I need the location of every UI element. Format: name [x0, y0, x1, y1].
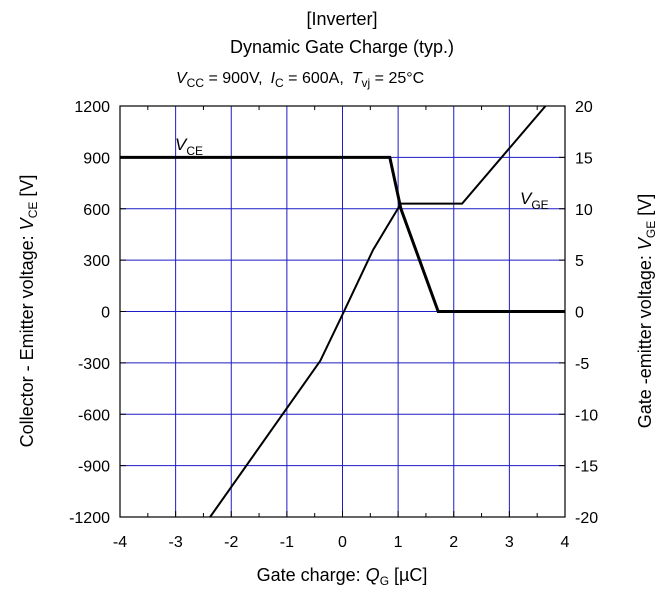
cond-vcc-value: = 900V,: [204, 70, 263, 87]
chart-conditions: VCC = 900V, IC = 600A, Tvj = 25°C: [176, 70, 424, 90]
y-axis-label-left: Collector - Emitter voltage: VCE [V]: [17, 175, 40, 448]
cond-tvj-value: = 25°C: [370, 70, 424, 87]
y-left-tick-label: -600: [78, 407, 110, 424]
y-left-tick-label: 1200: [74, 99, 110, 116]
series-label-vce: VCE: [175, 135, 203, 158]
y-left-tick-label: -300: [78, 356, 110, 373]
y-right-tick-label: 0: [575, 305, 584, 322]
y-right-tick-label: 20: [575, 99, 593, 116]
cond-vcc-symbol: V: [176, 70, 188, 87]
chart-title: [Inverter]: [306, 9, 377, 29]
x-tick-label: -4: [113, 534, 127, 551]
series-line-vce: [120, 155, 565, 313]
cond-tvj-subscript: vj: [362, 76, 371, 90]
grid: [120, 106, 565, 517]
y-left-tick-label: -900: [78, 459, 110, 476]
y-left-tick-label: 0: [101, 305, 110, 322]
x-tick-label: -3: [169, 534, 183, 551]
y-right-tick-label: -20: [575, 510, 598, 527]
y-right-tick-label: 15: [575, 150, 593, 167]
cond-ic-subscript: C: [275, 76, 284, 90]
series-label-vge: VGE: [520, 189, 549, 212]
cond-vcc-subscript: CC: [187, 76, 205, 90]
cond-ic-symbol: I: [271, 70, 276, 87]
y-left-tick-label: 600: [83, 202, 110, 219]
cond-ic-value: = 600A,: [284, 70, 344, 87]
y-right-tick-label: 10: [575, 202, 593, 219]
x-tick-label: -2: [224, 534, 238, 551]
y-left-tick-label: 300: [83, 253, 110, 270]
x-tick-label: 4: [561, 534, 570, 551]
tick-labels: -4 -3 -2 -1 0 1 2 3 4-1200-900-600-3000300600900…: [69, 99, 598, 551]
y-right-tick-label: -15: [575, 459, 598, 476]
y-right-tick-label: 5: [575, 253, 584, 270]
cond-tvj-symbol: T: [352, 70, 363, 87]
y-left-tick-label: -1200: [69, 510, 110, 527]
x-axis-label: Gate charge: QG [µC]: [257, 565, 428, 588]
x-tick-label: 2: [449, 534, 458, 551]
y-axis-label-right: Gate -emitter voltage: VGE [V]: [635, 194, 658, 428]
x-tick-label: 1: [394, 534, 403, 551]
series-layer: [120, 105, 565, 518]
x-tick-label: 0: [338, 534, 347, 551]
y-left-tick-label: 900: [83, 150, 110, 167]
chart-subtitle: Dynamic Gate Charge (typ.): [230, 37, 454, 57]
y-right-tick-label: -10: [575, 407, 598, 424]
x-tick-label: -1: [280, 534, 294, 551]
y-right-tick-label: -5: [575, 356, 589, 373]
x-tick-label: 3: [505, 534, 514, 551]
series-line-vge: [209, 105, 547, 518]
